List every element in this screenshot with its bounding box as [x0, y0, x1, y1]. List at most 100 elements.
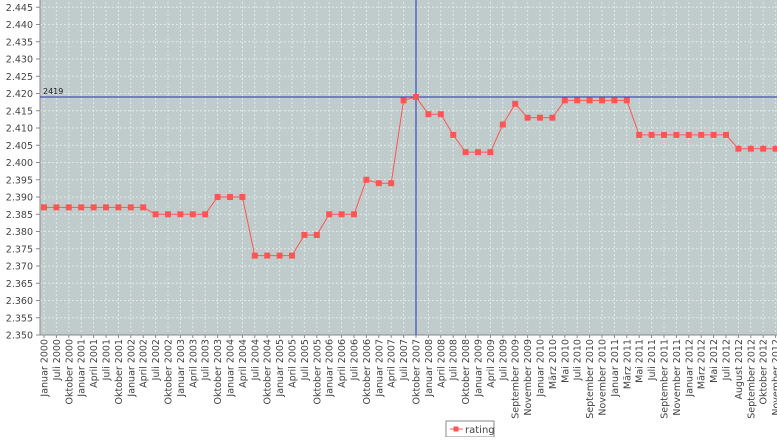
data-point — [711, 132, 717, 138]
data-point — [277, 253, 283, 259]
x-tick-label: April 2004 — [238, 339, 249, 388]
x-tick-label: Juli 2000 — [52, 339, 63, 381]
y-tick-label: 2.445 — [6, 3, 33, 14]
data-point — [153, 211, 159, 217]
x-tick-label: Januar 2006 — [325, 339, 336, 398]
data-point — [103, 204, 109, 210]
data-point — [773, 146, 777, 152]
x-tick-label: Oktober 2008 — [461, 339, 472, 405]
x-tick-label: Oktober 2003 — [213, 339, 224, 405]
data-point — [562, 97, 568, 103]
x-tick-label: Januar 2009 — [474, 339, 485, 398]
data-point — [525, 115, 531, 121]
data-point — [735, 146, 741, 152]
x-tick-label: November 2012 — [771, 339, 777, 416]
data-point — [128, 204, 134, 210]
data-point — [500, 122, 506, 128]
x-tick-label: April 2007 — [387, 339, 398, 388]
data-point — [376, 180, 382, 186]
y-tick-label: 2.440 — [6, 20, 33, 31]
data-point — [661, 132, 667, 138]
data-point — [227, 194, 233, 200]
x-tick-label: Januar 2011 — [610, 339, 621, 398]
y-tick-label: 2.415 — [6, 106, 33, 117]
legend: rating — [446, 421, 495, 437]
y-axis: 2.3502.3552.3602.3652.3702.3752.3802.385… — [6, 0, 40, 342]
x-tick-label: April 2005 — [288, 339, 299, 388]
data-point — [574, 97, 580, 103]
x-tick-label: Januar 2010 — [536, 339, 547, 398]
x-tick-label: April 2002 — [139, 339, 150, 388]
x-tick-label: Juli 2007 — [399, 339, 410, 381]
x-tick-label: November 2009 — [523, 339, 534, 416]
x-tick-label: Mai 2010 — [560, 339, 571, 383]
x-tick-label: Juli 2009 — [498, 339, 509, 381]
data-point — [301, 232, 307, 238]
data-point — [587, 97, 593, 103]
x-tick-label: Juli 2005 — [300, 339, 311, 381]
data-point — [264, 253, 270, 259]
plot-area — [40, 0, 777, 335]
data-point — [413, 94, 419, 100]
y-tick-label: 2.405 — [6, 141, 33, 152]
x-tick-label: Juli 2011 — [647, 339, 658, 381]
x-tick-label: Juli 2010 — [573, 339, 584, 381]
x-tick-label: Juli 2004 — [250, 339, 261, 381]
y-tick-label: 2.400 — [6, 158, 33, 169]
data-point — [202, 211, 208, 217]
x-tick-label: September 2009 — [511, 339, 522, 419]
data-point — [91, 204, 97, 210]
x-tick-label: Juli 2006 — [350, 339, 361, 381]
data-point — [438, 111, 444, 117]
data-point — [215, 194, 221, 200]
x-tick-label: Oktober 2007 — [412, 339, 423, 405]
x-tick-label: Januar 2004 — [226, 339, 237, 398]
y-tick-label: 2.390 — [6, 193, 33, 204]
data-point — [624, 97, 630, 103]
x-tick-label: März 2012 — [697, 339, 708, 389]
data-point — [177, 211, 183, 217]
data-point — [760, 146, 766, 152]
data-point — [723, 132, 729, 138]
data-point — [599, 97, 605, 103]
x-tick-label: Juli 2012 — [722, 339, 733, 381]
x-tick-label: Januar 2005 — [275, 339, 286, 398]
x-tick-label: Oktober 2004 — [263, 339, 274, 405]
x-tick-label: Januar 2001 — [77, 339, 88, 398]
y-tick-label: 2.365 — [6, 279, 33, 290]
x-tick-label: April 2009 — [486, 339, 497, 388]
crosshair-label: 2419 — [43, 87, 63, 96]
data-point — [549, 115, 555, 121]
data-point — [53, 204, 59, 210]
y-tick-label: 2.375 — [6, 244, 33, 255]
legend-label: rating — [465, 425, 495, 436]
data-point — [649, 132, 655, 138]
x-tick-label: August 2012 — [734, 339, 745, 399]
legend-marker — [454, 427, 459, 432]
x-tick-label: April 2003 — [188, 339, 199, 388]
y-tick-label: 2.430 — [6, 55, 33, 66]
data-point — [475, 149, 481, 155]
y-tick-label: 2.380 — [6, 227, 33, 238]
y-tick-label: 2.435 — [6, 37, 33, 48]
y-tick-label: 2.355 — [6, 313, 33, 324]
x-tick-label: Oktober 2005 — [312, 339, 323, 405]
data-point — [686, 132, 692, 138]
data-point — [190, 211, 196, 217]
x-tick-label: Januar 2003 — [176, 339, 187, 398]
x-tick-label: Mai 2011 — [635, 339, 646, 383]
data-point — [41, 204, 47, 210]
data-point — [140, 204, 146, 210]
data-point — [537, 115, 543, 121]
x-tick-label: Oktober 2000 — [64, 339, 75, 405]
x-tick-label: Juli 2001 — [102, 339, 113, 381]
data-point — [425, 111, 431, 117]
x-tick-label: September 2010 — [585, 339, 596, 419]
x-tick-label: April 2008 — [436, 339, 447, 388]
data-point — [636, 132, 642, 138]
x-tick-label: Januar 2000 — [40, 339, 51, 398]
data-point — [289, 253, 295, 259]
x-tick-label: Oktober 2006 — [362, 339, 373, 405]
